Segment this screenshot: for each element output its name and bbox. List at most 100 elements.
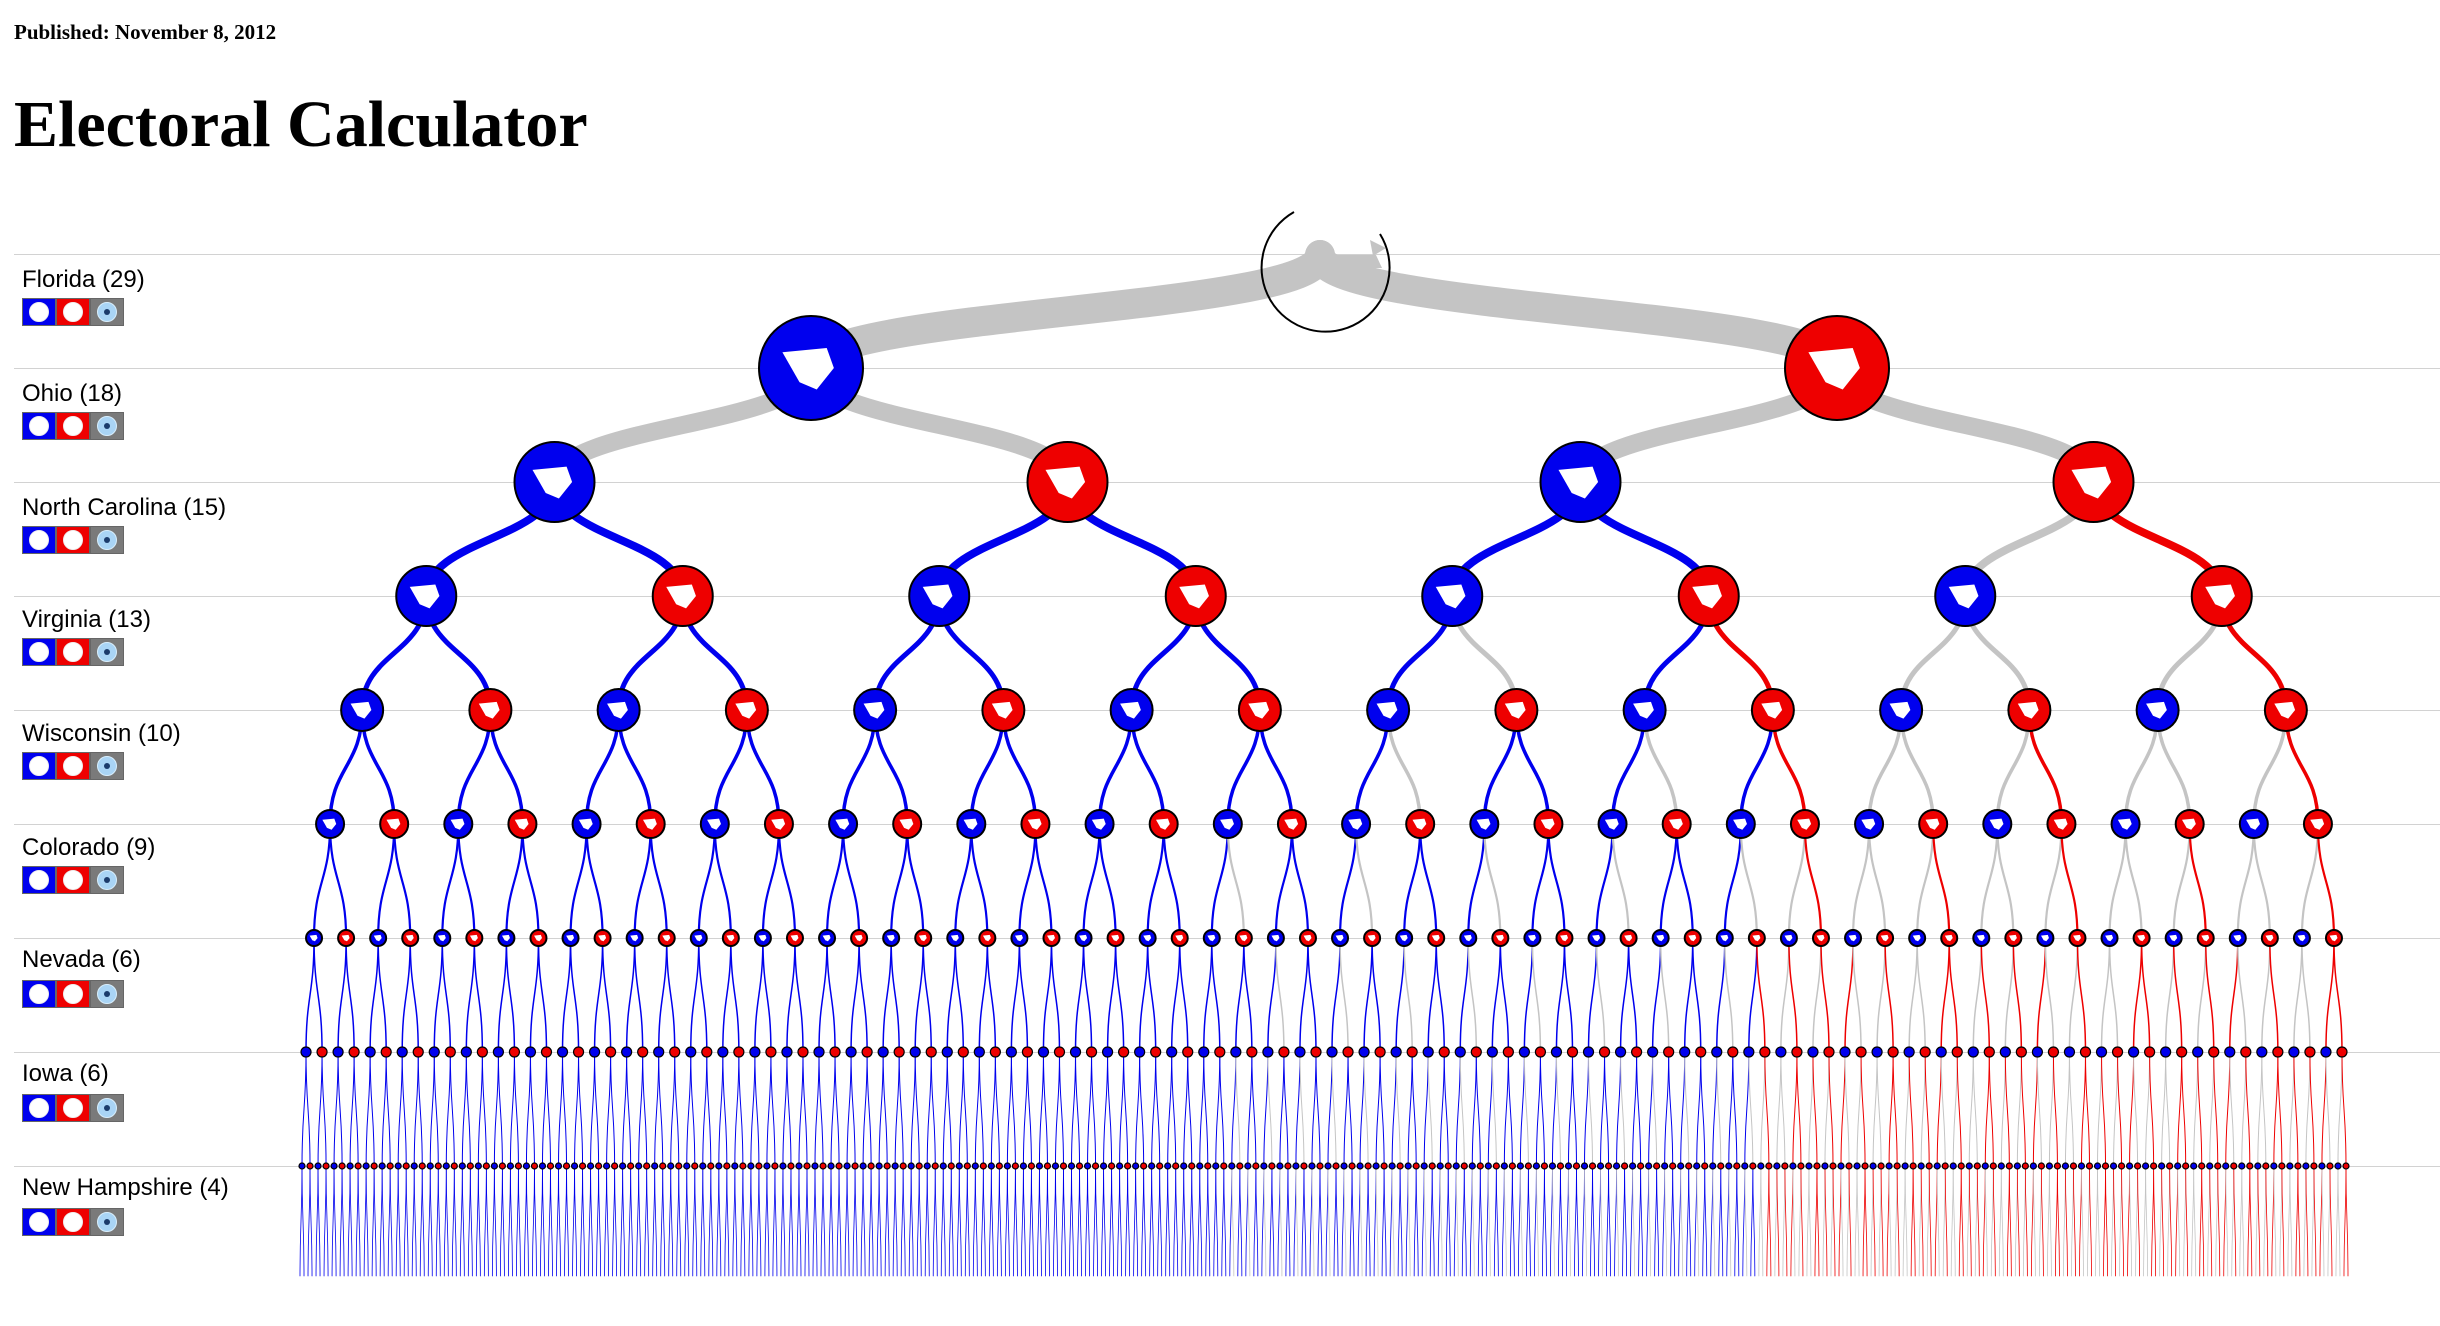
- node-circle[interactable]: [2047, 1046, 2060, 1058]
- node-circle[interactable]: [787, 1162, 795, 1170]
- node-iowa-dem[interactable]: [586, 1162, 595, 1170]
- node-iowa-dem[interactable]: [2013, 1162, 2021, 1170]
- node-circle[interactable]: [1855, 1046, 1867, 1058]
- node-circle[interactable]: [1572, 1162, 1581, 1170]
- node-circle[interactable]: [1484, 1162, 1492, 1170]
- node-circle[interactable]: [2015, 1046, 2027, 1058]
- node-circle[interactable]: [979, 1162, 987, 1170]
- node-circle[interactable]: [1134, 1046, 1146, 1058]
- node-colorado-rep[interactable]: [2260, 929, 2279, 947]
- node-iowa-dem[interactable]: [1564, 1162, 1573, 1170]
- node-circle[interactable]: [1003, 1162, 1011, 1170]
- node-iowa-rep[interactable]: [2133, 1162, 2142, 1170]
- node-iowa-dem[interactable]: [1773, 1162, 1781, 1170]
- node-circle[interactable]: [428, 1046, 440, 1058]
- north-carolina-dem-button[interactable]: [22, 526, 56, 554]
- node-nevada-rep[interactable]: [1182, 1046, 1194, 1058]
- node-virginia-dem[interactable]: [853, 688, 898, 732]
- node-iowa-rep[interactable]: [1348, 1162, 1356, 1170]
- node-circle[interactable]: [635, 1162, 643, 1170]
- node-iowa-rep[interactable]: [578, 1162, 587, 1170]
- node-nevada-rep[interactable]: [1823, 1046, 1835, 1058]
- node-circle[interactable]: [1460, 1162, 1468, 1170]
- node-circle[interactable]: [1957, 1162, 1965, 1170]
- node-colorado-dem[interactable]: [625, 929, 644, 947]
- node-nevada-dem[interactable]: [428, 1046, 440, 1058]
- node-iowa-rep[interactable]: [2166, 1162, 2174, 1170]
- node-circle[interactable]: [1492, 1162, 1500, 1170]
- node-wisconsin-dem[interactable]: [1725, 809, 1756, 839]
- node-iowa-rep[interactable]: [627, 1162, 635, 1170]
- node-iowa-rep[interactable]: [915, 1162, 923, 1170]
- node-virginia-dem[interactable]: [340, 688, 385, 732]
- node-iowa-rep[interactable]: [675, 1162, 683, 1170]
- ohio-tossup-button[interactable]: [90, 412, 124, 440]
- node-circle[interactable]: [1989, 1162, 1997, 1170]
- node-iowa-dem[interactable]: [603, 1162, 611, 1170]
- node-circle[interactable]: [578, 1162, 587, 1170]
- node-circle[interactable]: [947, 1162, 955, 1170]
- node-iowa-rep[interactable]: [466, 1162, 474, 1170]
- node-nevada-rep[interactable]: [1631, 1046, 1643, 1058]
- node-iowa-dem[interactable]: [1404, 1162, 1412, 1170]
- node-circle[interactable]: [899, 1162, 907, 1170]
- node-nevada-rep[interactable]: [1021, 1046, 1034, 1058]
- node-nevada-dem[interactable]: [300, 1046, 312, 1058]
- node-circle[interactable]: [588, 1046, 601, 1058]
- node-iowa-rep[interactable]: [450, 1162, 458, 1170]
- node-nevada-rep[interactable]: [540, 1046, 553, 1058]
- node-nevada-dem[interactable]: [2256, 1046, 2268, 1058]
- node-circle[interactable]: [2304, 1046, 2316, 1058]
- node-circle[interactable]: [1230, 1046, 1242, 1058]
- node-circle[interactable]: [1965, 1162, 1973, 1170]
- north-carolina-rep-button[interactable]: [56, 526, 90, 554]
- node-circle[interactable]: [490, 1162, 498, 1170]
- node-circle[interactable]: [2166, 1162, 2174, 1170]
- node-iowa-dem[interactable]: [1965, 1162, 1973, 1170]
- node-circle[interactable]: [1043, 1162, 1052, 1170]
- node-circle[interactable]: [1853, 1162, 1861, 1170]
- node-iowa-rep[interactable]: [1925, 1162, 1933, 1170]
- node-circle[interactable]: [1534, 1046, 1547, 1058]
- node-circle[interactable]: [2125, 1162, 2134, 1170]
- node-iowa-dem[interactable]: [2174, 1162, 2182, 1170]
- node-nevada-dem[interactable]: [2031, 1046, 2043, 1058]
- node-circle[interactable]: [1861, 1162, 1869, 1170]
- node-iowa-rep[interactable]: [2278, 1162, 2286, 1170]
- node-iowa-rep[interactable]: [1284, 1162, 1292, 1170]
- node-colorado-rep[interactable]: [2196, 929, 2215, 947]
- node-colorado-rep[interactable]: [1683, 929, 1702, 947]
- node-iowa-dem[interactable]: [1180, 1162, 1188, 1170]
- node-iowa-rep[interactable]: [338, 1162, 346, 1170]
- node-circle[interactable]: [1518, 1046, 1530, 1058]
- node-colorado-dem[interactable]: [2292, 929, 2311, 947]
- node-iowa-dem[interactable]: [394, 1162, 402, 1170]
- node-iowa-rep[interactable]: [1107, 1162, 1116, 1170]
- node-circle[interactable]: [1132, 1162, 1140, 1170]
- node-nevada-rep[interactable]: [1278, 1046, 1290, 1058]
- node-north-carolina-rep[interactable]: [2190, 565, 2253, 627]
- node-nevada-dem[interactable]: [749, 1046, 761, 1058]
- node-ohio-dem[interactable]: [1539, 441, 1622, 523]
- node-circle[interactable]: [1701, 1162, 1709, 1170]
- node-circle[interactable]: [1228, 1162, 1236, 1170]
- node-nevada-rep[interactable]: [1887, 1046, 1899, 1058]
- node-wisconsin-dem[interactable]: [828, 809, 859, 839]
- node-circle[interactable]: [586, 1162, 595, 1170]
- node-circle[interactable]: [2079, 1046, 2092, 1058]
- node-wisconsin-dem[interactable]: [699, 809, 730, 839]
- node-wisconsin-dem[interactable]: [1982, 809, 2013, 839]
- node-nevada-rep[interactable]: [925, 1046, 937, 1058]
- node-nevada-dem[interactable]: [1454, 1046, 1466, 1058]
- node-nevada-rep[interactable]: [1085, 1046, 1098, 1058]
- node-nevada-dem[interactable]: [1005, 1046, 1017, 1058]
- node-circle[interactable]: [675, 1162, 683, 1170]
- node-circle[interactable]: [1051, 1162, 1060, 1170]
- node-iowa-rep[interactable]: [1396, 1162, 1404, 1170]
- node-circle[interactable]: [1677, 1162, 1685, 1170]
- node-circle[interactable]: [755, 1162, 763, 1170]
- node-circle[interactable]: [1124, 1162, 1132, 1170]
- node-nevada-dem[interactable]: [556, 1046, 569, 1058]
- node-iowa-rep[interactable]: [2182, 1162, 2190, 1170]
- node-nevada-dem[interactable]: [621, 1046, 633, 1058]
